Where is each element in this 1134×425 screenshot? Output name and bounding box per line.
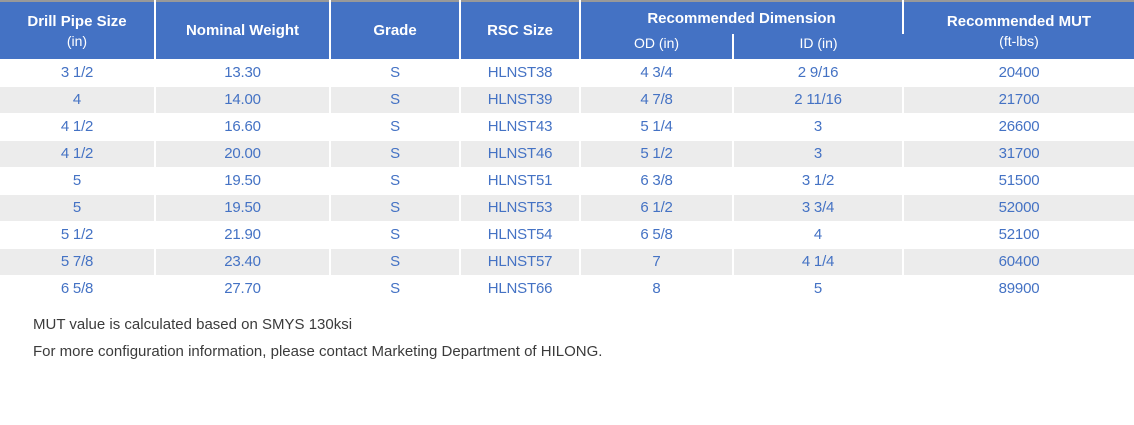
table-cell: 6 1/2 (580, 194, 734, 222)
table-cell: S (330, 86, 461, 114)
header-recommended-dimension: Recommended Dimension (580, 1, 904, 34)
table-cell: 52100 (903, 221, 1134, 249)
table-cell: S (330, 194, 461, 222)
header-od: OD (in) (580, 34, 734, 59)
table-cell: S (330, 248, 461, 276)
table-row: 3 1/2 13.30 S HLNST38 4 3/4 2 9/16 20400 (0, 59, 1134, 87)
table-row: 5 7/8 23.40 S HLNST57 7 4 1/4 60400 (0, 248, 1134, 276)
table-cell: 4 (0, 86, 156, 114)
table-cell: 6 3/8 (580, 167, 734, 195)
header-grade: Grade (330, 1, 461, 59)
table-cell: 5 1/2 (0, 221, 156, 249)
table-row: 4 14.00 S HLNST39 4 7/8 2 11/16 21700 (0, 86, 1134, 114)
table-cell: 4 7/8 (580, 86, 734, 114)
table-cell: 19.50 (155, 194, 331, 222)
table-row: 5 19.50 S HLNST53 6 1/2 3 3/4 52000 (0, 194, 1134, 222)
table-cell: S (330, 275, 461, 303)
table-cell: 5 (733, 275, 904, 303)
table-cell: HLNST43 (460, 113, 581, 141)
table-row: 4 1/2 20.00 S HLNST46 5 1/2 3 31700 (0, 140, 1134, 168)
table-cell: 8 (580, 275, 734, 303)
table-cell: HLNST53 (460, 194, 581, 222)
header-drill-pipe-size: Drill Pipe Size (in) (0, 1, 156, 59)
footnote-mut: MUT value is calculated based on SMYS 13… (33, 315, 353, 333)
header-recommended-mut-unit: (ft-lbs) (999, 32, 1039, 49)
table-cell: 3 (733, 140, 904, 168)
table-cell: 26600 (903, 113, 1134, 141)
footnotes: MUT value is calculated based on SMYS 13… (33, 311, 1134, 365)
table-cell: S (330, 59, 461, 87)
table-row: 4 1/2 16.60 S HLNST43 5 1/4 3 26600 (0, 113, 1134, 141)
table-cell: HLNST54 (460, 221, 581, 249)
table-row: 5 1/2 21.90 S HLNST54 6 5/8 4 52100 (0, 221, 1134, 249)
table-cell: 19.50 (155, 167, 331, 195)
table-header: Drill Pipe Size (in) Nominal Weight Grad… (0, 1, 1134, 59)
table-cell: 6 5/8 (580, 221, 734, 249)
table-cell: 21.90 (155, 221, 331, 249)
table-cell: 51500 (903, 167, 1134, 195)
header-drill-pipe-size-unit: (in) (66, 32, 88, 49)
table-cell: 3 3/4 (733, 194, 904, 222)
table-cell: HLNST66 (460, 275, 581, 303)
footnote-contact: For more configuration information, plea… (33, 342, 603, 360)
table-row: 6 5/8 27.70 S HLNST66 8 5 89900 (0, 275, 1134, 303)
table-cell: 4 3/4 (580, 59, 734, 87)
table-cell: HLNST38 (460, 59, 581, 87)
header-id: ID (in) (733, 34, 903, 59)
table-cell: 4 (733, 221, 904, 249)
table-cell: 6 5/8 (0, 275, 156, 303)
table-cell: S (330, 140, 461, 168)
table-cell: 23.40 (155, 248, 331, 276)
table-cell: 4 1/2 (0, 140, 156, 168)
table-cell: 5 1/4 (580, 113, 734, 141)
table-cell: 4 1/2 (0, 113, 156, 141)
table-cell: 5 1/2 (580, 140, 734, 168)
table-cell: 52000 (903, 194, 1134, 222)
header-recommended-mut: Recommended MUT (ft-lbs) (903, 1, 1134, 59)
table-cell: 60400 (903, 248, 1134, 276)
table-cell: 89900 (903, 275, 1134, 303)
table-cell: 31700 (903, 140, 1134, 168)
table-cell: S (330, 167, 461, 195)
table-cell: 5 (0, 167, 156, 195)
header-recommended-mut-label: Recommended MUT (946, 12, 1092, 30)
drill-pipe-spec-table: Drill Pipe Size (in) Nominal Weight Grad… (0, 0, 1134, 303)
table-cell: 7 (580, 248, 734, 276)
table-cell: HLNST51 (460, 167, 581, 195)
table-cell: 20400 (903, 59, 1134, 87)
table-cell: 3 (733, 113, 904, 141)
table-cell: 2 9/16 (733, 59, 904, 87)
table-cell: S (330, 221, 461, 249)
table-cell: HLNST46 (460, 140, 581, 168)
table-cell: 3 1/2 (0, 59, 156, 87)
table-cell: 21700 (903, 86, 1134, 114)
table-cell: 5 (0, 194, 156, 222)
table-cell: 14.00 (155, 86, 331, 114)
table-cell: 3 1/2 (733, 167, 904, 195)
table-cell: 2 11/16 (733, 86, 904, 114)
table-cell: 13.30 (155, 59, 331, 87)
table-cell: 5 7/8 (0, 248, 156, 276)
table-cell: S (330, 113, 461, 141)
table-cell: HLNST39 (460, 86, 581, 114)
table-body: 3 1/2 13.30 S HLNST38 4 3/4 2 9/16 20400 4 14.00… (0, 59, 1134, 303)
table-cell: 16.60 (155, 113, 331, 141)
header-nominal-weight: Nominal Weight (155, 1, 331, 59)
header-drill-pipe-size-label: Drill Pipe Size (27, 12, 127, 30)
table-cell: 27.70 (155, 275, 331, 303)
table-cell: 20.00 (155, 140, 331, 168)
header-rsc-size: RSC Size (460, 1, 581, 59)
table-cell: HLNST57 (460, 248, 581, 276)
table-cell: 4 1/4 (733, 248, 904, 276)
table-row: 5 19.50 S HLNST51 6 3/8 3 1/2 51500 (0, 167, 1134, 195)
